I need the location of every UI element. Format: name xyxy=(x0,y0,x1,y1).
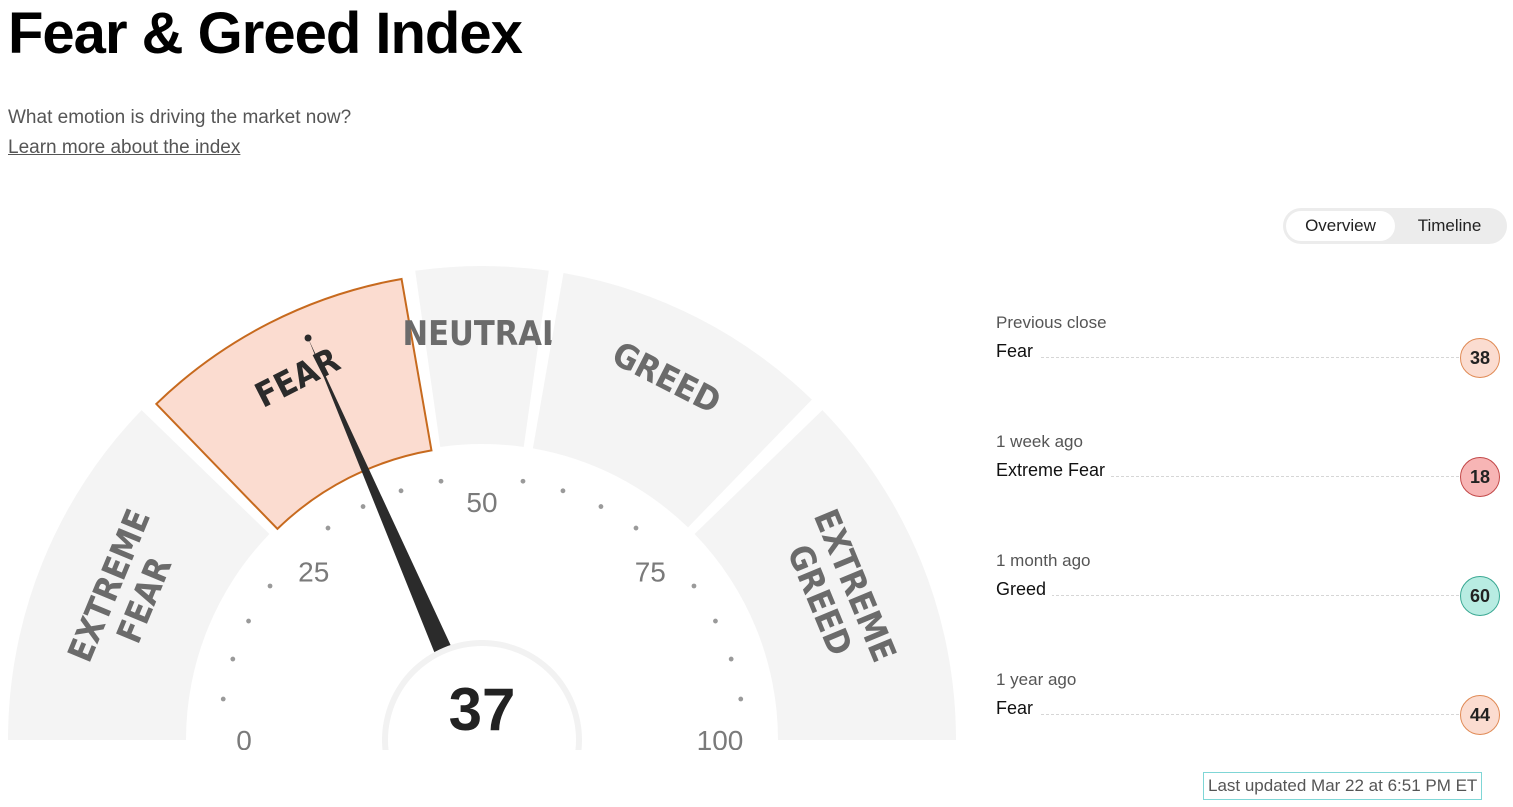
leader-dots xyxy=(996,357,1459,358)
gauge-tick-dot xyxy=(438,478,444,484)
gauge-segment-extreme-fear xyxy=(8,410,270,740)
gauge-tick-dot xyxy=(220,696,226,702)
gauge-tick-dot xyxy=(398,488,404,494)
gauge-tick-label: 25 xyxy=(298,557,329,588)
gauge-tick-dot xyxy=(633,525,639,531)
leader-dots xyxy=(996,476,1459,477)
history-item: 1 month ago Greed 60 xyxy=(996,550,1503,630)
last-updated: Last updated Mar 22 at 6:51 PM ET xyxy=(1203,772,1483,800)
gauge-tick-dot xyxy=(230,656,236,662)
gauge-tick-dot xyxy=(560,488,566,494)
history-sentiment: Greed xyxy=(996,578,1053,600)
page-subtitle: What emotion is driving the market now? xyxy=(8,107,352,128)
gauge-segment-extreme-greed xyxy=(694,410,956,740)
gauge-value: 37 xyxy=(449,676,516,743)
view-toggle: Overview Timeline xyxy=(1283,208,1507,244)
history-item: 1 year ago Fear 44 xyxy=(996,669,1503,749)
history-sentiment: Fear xyxy=(996,697,1040,719)
gauge-tick-label: 75 xyxy=(635,557,666,588)
history-period-label: Previous close xyxy=(996,313,1107,332)
gauge-tick-dot xyxy=(267,583,273,589)
history-score-badge: 18 xyxy=(1460,457,1500,497)
gauge-tick-dot xyxy=(691,583,697,589)
leader-dots xyxy=(996,595,1459,596)
gauge-tick-dot xyxy=(246,618,251,624)
gauge-tick-dot xyxy=(728,656,734,662)
gauge-tick-dot xyxy=(520,478,526,484)
fear-greed-gauge: EXTREMEFEARFEARNEUTRALGREEDEXTREMEGREED … xyxy=(8,266,956,750)
gauge-tick-label: 100 xyxy=(697,725,744,750)
history-score-badge: 38 xyxy=(1460,338,1500,378)
history-period-label: 1 week ago xyxy=(996,432,1083,451)
history-period-label: 1 year ago xyxy=(996,670,1077,689)
gauge-center-disc xyxy=(388,646,576,750)
gauge-tick-label: 0 xyxy=(236,725,252,750)
history-sentiment: Fear xyxy=(996,340,1040,362)
gauge-segment-greed xyxy=(532,273,812,528)
leader-dots xyxy=(996,714,1459,715)
history-item: Previous close Fear 38 xyxy=(996,312,1503,392)
gauge-tick-dot xyxy=(360,504,366,509)
gauge-needle xyxy=(308,338,453,657)
gauge-tick-dot xyxy=(713,618,718,624)
gauge-needle-tip xyxy=(304,334,312,342)
gauge-label-neutral: NEUTRAL xyxy=(403,314,562,354)
learn-more-link[interactable]: Learn more about the index xyxy=(8,137,241,158)
tab-timeline[interactable]: Timeline xyxy=(1417,216,1482,235)
gauge-tick-dot xyxy=(738,696,744,702)
history-period-label: 1 month ago xyxy=(996,551,1091,570)
history-item: 1 week ago Extreme Fear 18 xyxy=(996,431,1503,511)
gauge-segment-neutral xyxy=(415,266,549,447)
history-score-badge: 44 xyxy=(1460,695,1500,735)
history-score-badge: 60 xyxy=(1460,576,1500,616)
gauge-tick-label: 50 xyxy=(466,487,497,518)
page-title: Fear & Greed Index xyxy=(8,1,523,66)
gauge-tick-dot xyxy=(598,504,604,509)
history-sentiment: Extreme Fear xyxy=(996,459,1112,481)
gauge-tick-dot xyxy=(325,525,331,531)
tab-overview[interactable]: Overview xyxy=(1286,211,1395,241)
